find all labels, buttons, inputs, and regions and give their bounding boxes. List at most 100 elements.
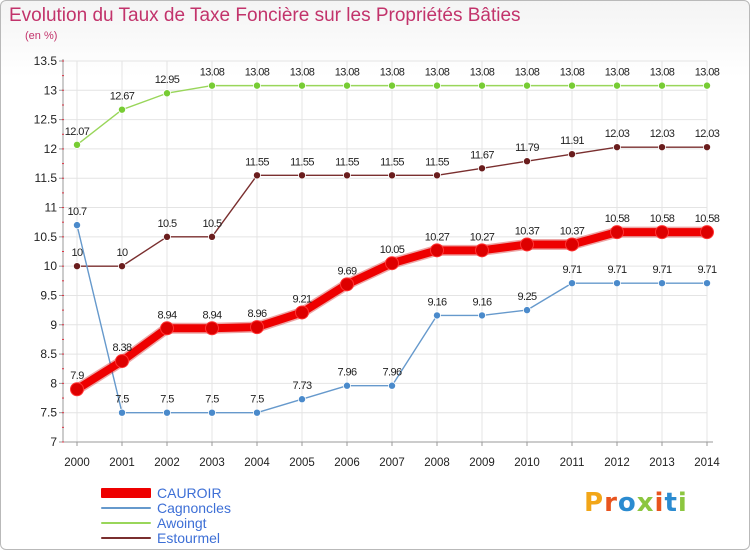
data-point-estourmel-2012 <box>613 143 622 152</box>
data-label-cagnoncles-2001: 7.5 <box>115 394 129 406</box>
x-tick-label-2006: 2006 <box>334 457 360 469</box>
data-label-cauroir-2004: 8.96 <box>247 308 266 320</box>
data-label-cagnoncles-2009: 9.16 <box>472 296 491 308</box>
data-point-awoingt-2006 <box>342 81 351 90</box>
x-tick-label-2011: 2011 <box>560 457 585 469</box>
data-label-cagnoncles-2003: 7.5 <box>205 394 219 406</box>
data-label-awoingt-2009: 13.08 <box>470 67 495 79</box>
data-point-cauroir-2012 <box>610 225 624 240</box>
y-tick-label-12: 12 <box>44 142 58 156</box>
legend-label-cauroir: CAUROIR <box>157 485 222 501</box>
data-point-cauroir-2004 <box>250 320 264 335</box>
y-tick-label-11: 11 <box>45 201 58 215</box>
data-label-cauroir-2007: 10.05 <box>380 244 405 256</box>
data-point-cauroir-2014 <box>700 225 714 240</box>
chart-title: Evolution du Taux de Taxe Foncière sur l… <box>9 5 521 26</box>
data-label-estourmel-2007: 11.55 <box>380 156 404 168</box>
data-point-cauroir-2011 <box>565 237 579 252</box>
data-label-estourmel-2013: 12.03 <box>650 128 675 140</box>
y-tick-label-7: 7 <box>50 435 57 449</box>
data-label-cauroir-2011: 10.37 <box>560 225 585 237</box>
logo-letter: i <box>654 488 665 518</box>
data-point-estourmel-2000 <box>73 262 82 271</box>
legend-swatch-awoingt <box>101 522 151 524</box>
data-label-awoingt-2013: 13.08 <box>650 67 675 79</box>
data-label-cagnoncles-2014: 9.71 <box>697 264 716 276</box>
data-point-awoingt-2013 <box>658 81 667 90</box>
data-label-cauroir-2001: 8.38 <box>112 342 131 354</box>
data-point-awoingt-2001 <box>118 105 127 114</box>
data-point-awoingt-2003 <box>207 81 216 90</box>
legend-label-cagnoncles: Cagnoncles <box>157 500 231 516</box>
data-point-cauroir-2003 <box>205 321 219 336</box>
data-point-cagnoncles-2013 <box>658 279 667 288</box>
data-point-estourmel-2010 <box>523 157 532 166</box>
data-point-estourmel-2001 <box>118 262 127 271</box>
data-point-estourmel-2002 <box>162 232 171 241</box>
data-point-cauroir-2000 <box>70 382 84 397</box>
logo-letter: t <box>664 488 678 518</box>
data-label-cauroir-2000: 7.9 <box>70 370 84 382</box>
data-label-cagnoncles-2010: 9.25 <box>517 291 536 303</box>
x-tick-label-2007: 2007 <box>379 457 405 469</box>
data-label-estourmel-2012: 12.03 <box>605 128 630 140</box>
data-label-awoingt-2000: 12.07 <box>65 126 90 138</box>
data-point-awoingt-2002 <box>162 89 171 98</box>
y-tick-label-13.5: 13.5 <box>34 54 58 68</box>
x-tick-label-2008: 2008 <box>424 457 450 469</box>
data-point-cagnoncles-2001 <box>118 408 127 417</box>
x-tick-label-2004: 2004 <box>244 457 270 469</box>
y-tick-label-12.5: 12.5 <box>34 113 58 127</box>
data-label-estourmel-2000: 10 <box>71 247 83 259</box>
data-point-cauroir-2001 <box>115 354 129 369</box>
data-label-cagnoncles-2007: 7.96 <box>382 367 401 379</box>
data-point-estourmel-2009 <box>477 164 486 173</box>
data-point-awoingt-2005 <box>297 81 306 90</box>
logo-letter: i <box>677 488 688 518</box>
x-tick-label-2014: 2014 <box>694 457 720 469</box>
data-label-cagnoncles-2008: 9.16 <box>427 296 446 308</box>
data-label-estourmel-2008: 11.55 <box>425 156 449 168</box>
x-tick-label-2002: 2002 <box>154 457 180 469</box>
data-point-estourmel-2011 <box>568 150 577 159</box>
data-point-cagnoncles-2008 <box>432 311 441 320</box>
logo-letter: r <box>604 488 618 518</box>
data-label-estourmel-2010: 11.79 <box>515 142 539 154</box>
data-label-estourmel-2002: 10.5 <box>157 218 176 230</box>
data-label-cagnoncles-2006: 7.96 <box>337 367 356 379</box>
data-label-awoingt-2004: 13.08 <box>245 67 270 79</box>
data-point-awoingt-2010 <box>523 81 532 90</box>
data-label-estourmel-2011: 11.91 <box>560 135 584 147</box>
data-point-cagnoncles-2002 <box>162 408 171 417</box>
logo-letter: P <box>584 488 605 518</box>
data-label-cauroir-2009: 10.27 <box>470 231 495 243</box>
data-point-awoingt-2004 <box>252 81 261 90</box>
data-point-awoingt-2007 <box>387 81 396 90</box>
x-tick-label-2013: 2013 <box>649 457 675 469</box>
data-label-estourmel-2001: 10 <box>116 247 128 259</box>
unit-label: (en %) <box>25 30 58 42</box>
data-point-estourmel-2013 <box>658 143 667 152</box>
data-label-cauroir-2005: 9.21 <box>292 293 311 305</box>
data-label-cauroir-2014: 10.58 <box>695 213 720 225</box>
x-tick-label-2005: 2005 <box>289 457 315 469</box>
data-label-awoingt-2005: 13.08 <box>290 67 315 79</box>
x-tick-label-2000: 2000 <box>64 457 90 469</box>
data-point-estourmel-2014 <box>703 143 712 152</box>
data-point-awoingt-2009 <box>477 81 486 90</box>
data-label-cauroir-2002: 8.94 <box>157 309 176 321</box>
data-label-estourmel-2006: 11.55 <box>335 156 359 168</box>
x-tick-label-2003: 2003 <box>199 457 225 469</box>
x-tick-label-2009: 2009 <box>469 457 495 469</box>
legend-swatch-cagnoncles <box>101 507 151 509</box>
data-point-awoingt-2011 <box>568 81 577 90</box>
data-label-estourmel-2009: 11.67 <box>470 149 494 161</box>
data-label-awoingt-2010: 13.08 <box>515 67 540 79</box>
data-label-cauroir-2003: 8.94 <box>202 309 221 321</box>
y-tick-label-8.5: 8.5 <box>40 347 57 361</box>
data-point-awoingt-2000 <box>73 140 82 149</box>
data-label-estourmel-2014: 12.03 <box>695 128 720 140</box>
legend-label-estourmel: Estourmel <box>157 530 221 546</box>
data-point-estourmel-2004 <box>252 171 261 180</box>
